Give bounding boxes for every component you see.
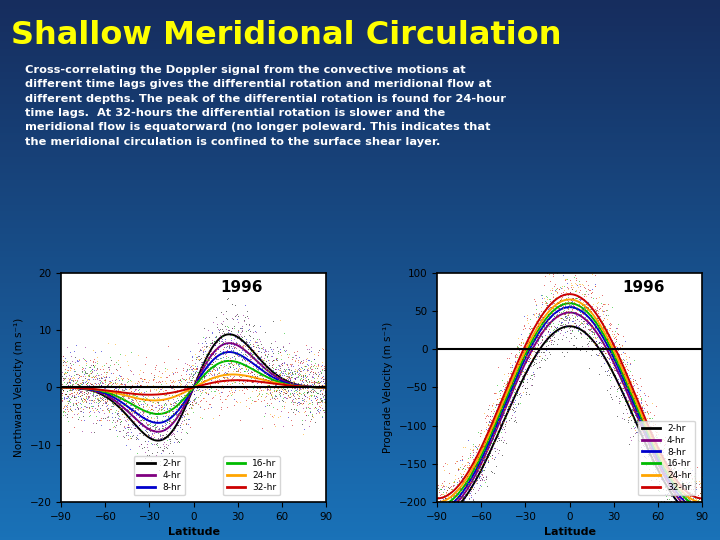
Y-axis label: Prograde Velocity (m s⁻¹): Prograde Velocity (m s⁻¹)	[384, 322, 393, 453]
Legend: 16-hr, 24-hr, 32-hr: 16-hr, 24-hr, 32-hr	[223, 456, 280, 495]
Text: 1996: 1996	[220, 280, 263, 295]
Text: 1996: 1996	[623, 280, 665, 295]
Text: Shallow Meridional Circulation: Shallow Meridional Circulation	[11, 20, 562, 51]
Legend: 2-hr, 4-hr, 8-hr, 16-hr, 24-hr, 32-hr: 2-hr, 4-hr, 8-hr, 16-hr, 24-hr, 32-hr	[638, 421, 695, 495]
X-axis label: Latitude: Latitude	[544, 528, 595, 537]
Text: Cross-correlating the Doppler signal from the convective motions at
different ti: Cross-correlating the Doppler signal fro…	[25, 65, 506, 147]
X-axis label: Latitude: Latitude	[168, 528, 220, 537]
Y-axis label: Northward Velocity (m s⁻¹): Northward Velocity (m s⁻¹)	[14, 318, 24, 457]
